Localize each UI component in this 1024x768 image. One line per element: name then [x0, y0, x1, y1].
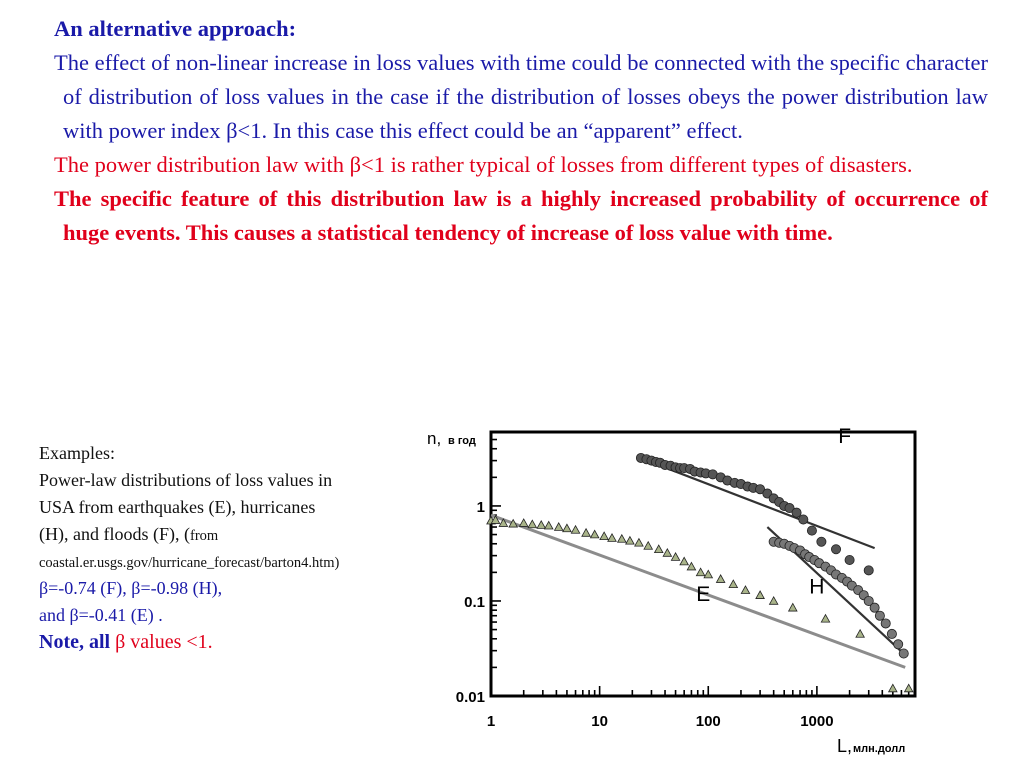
point-F — [784, 503, 795, 514]
point-E — [662, 547, 673, 557]
paragraph-1: The effect of non-linear increase in los… — [54, 50, 988, 143]
point-E — [599, 531, 610, 540]
point-E — [581, 527, 591, 537]
point-E — [653, 544, 664, 554]
examples-desc-text: Power-law distributions of loss values i… — [39, 470, 333, 544]
point-E — [755, 590, 765, 599]
x-axis-unit: млн.долл — [853, 743, 905, 755]
point-F — [863, 565, 874, 576]
x-tick-label: 10 — [591, 713, 608, 730]
point-F — [844, 554, 855, 565]
point-E — [616, 533, 627, 543]
x-tick-label: 100 — [696, 713, 721, 730]
point-H — [886, 628, 897, 639]
point-H — [863, 595, 874, 606]
series-label-H: H — [809, 575, 824, 598]
source-text: from coastal.er.usgs.gov/hurricane_forec… — [39, 528, 340, 571]
chart-labels: F H E — [696, 425, 851, 606]
point-E — [787, 602, 798, 612]
point-E — [570, 524, 581, 534]
y-axis-unit: в год — [448, 435, 476, 447]
point-E — [527, 519, 538, 529]
point-E — [518, 518, 529, 527]
point-F — [806, 525, 817, 536]
point-E — [543, 520, 554, 530]
point-H — [869, 602, 880, 613]
note-suffix: β values <1. — [115, 631, 213, 653]
point-E — [536, 519, 547, 529]
point-F — [791, 507, 802, 518]
point-E — [740, 585, 751, 594]
y-tick-label: 1 — [477, 499, 485, 516]
point-E — [715, 574, 726, 583]
point-E — [508, 518, 519, 528]
point-E — [553, 522, 564, 531]
fit-line-E — [490, 513, 906, 669]
power-law-chart: 1 10 100 1000 0.01 0.1 1 n, в год L, млн.долл F H E — [427, 425, 917, 756]
point-E — [670, 552, 681, 561]
series-label-F: F — [838, 425, 851, 448]
point-E — [634, 537, 644, 547]
point-E — [498, 518, 509, 527]
point-E — [820, 613, 831, 623]
point-H — [898, 648, 909, 659]
point-E — [490, 515, 501, 524]
point-E — [903, 683, 914, 693]
point-E — [589, 529, 600, 539]
point-E — [887, 683, 898, 693]
chart-axes: 1 10 100 1000 0.01 0.1 1 n, в год L, млн.долл — [427, 429, 917, 756]
point-E — [679, 556, 690, 566]
point-H — [893, 639, 904, 650]
examples-label: Examples: — [39, 443, 115, 463]
note: Note, all β values <1. — [39, 629, 339, 656]
point-E — [686, 561, 697, 571]
paragraph-2: The power distribution law with β<1 is r… — [54, 152, 913, 177]
data-points — [486, 452, 914, 693]
heading: An alternative approach: — [54, 16, 297, 41]
beta-values-line-2: and β=-0.41 (E) . — [39, 605, 163, 625]
y-axis-label: n, — [427, 429, 441, 448]
point-H — [874, 610, 885, 621]
point-E — [695, 567, 706, 577]
y-tick-label: 0.01 — [456, 689, 485, 706]
point-F — [831, 544, 842, 555]
x-axis-label: L, — [837, 736, 852, 756]
beta-values-line-1: β=-0.74 (F), β=-0.98 (H), — [39, 578, 223, 598]
fit-lines — [490, 455, 906, 669]
point-E — [728, 579, 739, 588]
point-E — [607, 532, 617, 542]
note-prefix: Note, all — [39, 631, 116, 653]
examples-description: Power-law distributions of loss values i… — [39, 467, 339, 575]
point-E — [855, 628, 866, 638]
examples-block: Examples: Power-law distributions of los… — [39, 440, 339, 656]
point-E — [625, 535, 635, 545]
y-tick-label: 0.1 — [464, 594, 485, 611]
x-tick-label: 1 — [487, 713, 495, 730]
top-text: An alternative approach: The effect of n… — [54, 12, 988, 250]
x-tick-label: 1000 — [800, 713, 833, 730]
point-H — [880, 618, 891, 629]
point-E — [703, 569, 714, 579]
point-F — [816, 536, 827, 547]
point-F — [798, 514, 809, 525]
series-label-E: E — [696, 583, 710, 606]
point-E — [768, 595, 779, 605]
paragraph-3: The specific feature of this distributio… — [54, 186, 988, 245]
point-E — [562, 523, 572, 533]
point-F — [755, 484, 766, 495]
point-E — [643, 540, 654, 550]
